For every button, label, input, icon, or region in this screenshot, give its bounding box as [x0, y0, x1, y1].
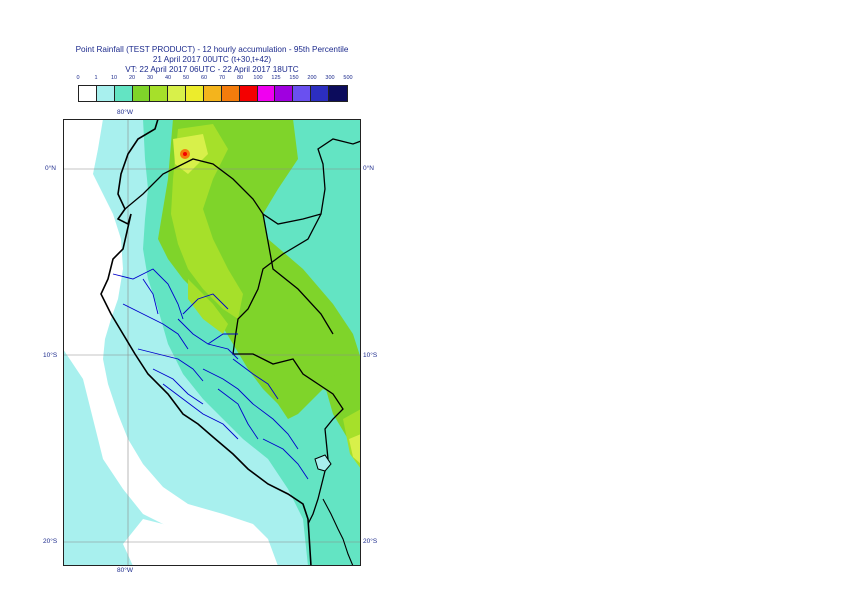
country-border-south [322, 498, 354, 566]
red-rain-core [183, 152, 187, 156]
map-frame [63, 119, 361, 566]
lon-label-top: 80°W [117, 109, 133, 116]
legend-tick-label: 60 [200, 75, 208, 81]
rainfall-map [63, 119, 361, 566]
legend-tick-label: 30 [146, 75, 154, 81]
ocean-clear-area-3 [123, 519, 278, 566]
lon-label-bottom: 80°W [117, 567, 133, 574]
legend-tick-label: 125 [271, 75, 281, 81]
legend-swatch [186, 86, 205, 101]
lat-label-10-right: 10°S [363, 352, 378, 359]
legend-swatch [293, 86, 312, 101]
country-border-north [124, 138, 361, 225]
province-borders [112, 268, 309, 480]
lat-label-0-left: 0°N [45, 165, 56, 172]
green-rain-area [158, 119, 361, 419]
legend-swatch [239, 86, 258, 101]
legend-tick-label: 10 [110, 75, 118, 81]
title-line-2: 21 April 2017 00UTC (t+30,t+42) [152, 55, 272, 64]
legend-swatch [168, 86, 187, 101]
legend-swatch [132, 86, 151, 101]
legend-swatch [96, 86, 115, 101]
ocean-light-patch-1 [63, 349, 278, 566]
legend-tick-label: 50 [182, 75, 190, 81]
legend-bar [78, 85, 348, 102]
yellow-rain-area-east [349, 434, 361, 464]
lat-label-20-right: 20°S [363, 538, 378, 545]
legend-tick-label: 40 [164, 75, 172, 81]
legend-tick-label: 80 [236, 75, 244, 81]
lake-titicaca [314, 454, 332, 472]
legend-tick-label: 100 [253, 75, 263, 81]
ocean-clear-area-2 [63, 249, 93, 339]
lat-label-10-left: 10°S [43, 352, 58, 359]
legend-tick-label: 150 [289, 75, 299, 81]
legend-swatch [311, 86, 330, 101]
legend-swatch [257, 86, 276, 101]
lightgreen-rain-area-2 [188, 279, 228, 334]
coastline [100, 119, 312, 566]
legend-swatch [221, 86, 240, 101]
legend-tick-label: 1 [94, 75, 98, 81]
title-line-3: VT: 22 April 2017 06UTC - 22 April 2017 … [125, 65, 299, 74]
country-border-tripoint [262, 213, 334, 335]
legend-tick-label: 70 [218, 75, 226, 81]
legend-tick-label: 200 [307, 75, 317, 81]
legend-swatch [204, 86, 222, 101]
legend-tick-label: 300 [325, 75, 335, 81]
legend-tick-label: 0 [76, 75, 80, 81]
legend-swatch [150, 86, 169, 101]
legend-tick-label: 500 [343, 75, 353, 81]
legend-swatch [275, 86, 294, 101]
title-line-1: Point Rainfall (TEST PRODUCT) - 12 hourl… [75, 45, 349, 54]
legend-tick-label: 20 [128, 75, 136, 81]
legend-swatch [329, 86, 347, 101]
lat-label-0-right: 0°N [363, 165, 374, 172]
legend-swatch [79, 86, 97, 101]
lat-label-20-left: 20°S [43, 538, 58, 545]
legend-swatch [114, 86, 133, 101]
